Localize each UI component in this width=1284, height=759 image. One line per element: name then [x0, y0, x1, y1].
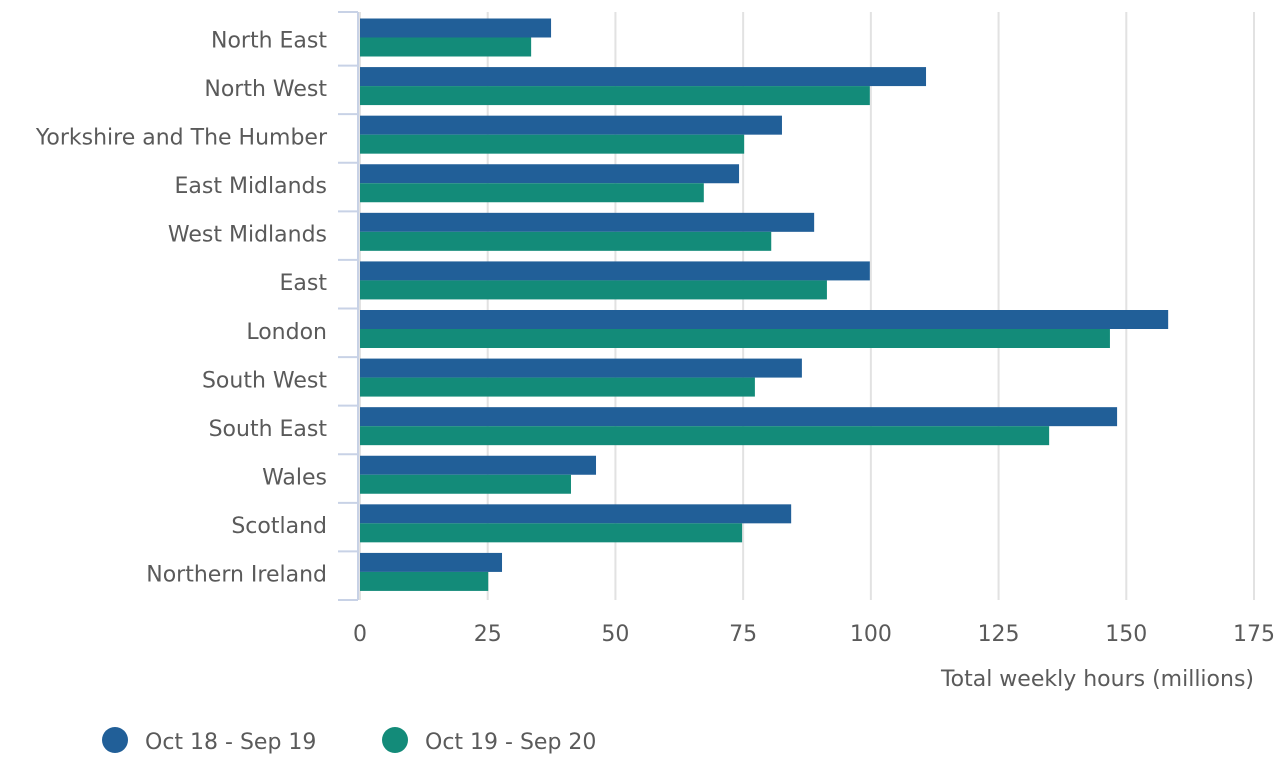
- x-tick-label: 100: [850, 622, 892, 647]
- y-tick-label: East Midlands: [175, 174, 328, 199]
- y-tick-label: Yorkshire and The Humber: [35, 125, 328, 150]
- bar: [360, 455, 597, 475]
- bar: [360, 329, 1110, 348]
- x-tick-label: 50: [601, 622, 629, 647]
- bar: [360, 134, 745, 154]
- bar: [360, 261, 870, 281]
- legend-swatch: [382, 727, 408, 753]
- x-tick-label: 0: [353, 622, 367, 647]
- bar: [360, 164, 740, 184]
- bar: [360, 86, 870, 106]
- bar: [360, 552, 503, 572]
- y-tick-label: Scotland: [231, 514, 327, 539]
- bar: [360, 67, 927, 87]
- bar: [360, 231, 772, 251]
- x-axis-label: Total weekly hours (millions): [940, 667, 1254, 692]
- y-tick-label: Northern Ireland: [146, 563, 327, 588]
- legend-label: Oct 19 - Sep 20: [425, 730, 596, 755]
- bar: [360, 212, 815, 232]
- bar: [360, 504, 792, 524]
- bar: [360, 407, 1118, 427]
- y-tick-label: South East: [209, 417, 328, 442]
- legend-swatch: [102, 727, 128, 753]
- bar: [360, 474, 571, 494]
- y-tick-label: London: [246, 320, 327, 345]
- bar: [360, 377, 755, 397]
- y-tick-label: West Midlands: [168, 223, 327, 248]
- bar: [360, 523, 743, 543]
- bar: [360, 18, 552, 38]
- legend-label: Oct 18 - Sep 19: [145, 730, 316, 755]
- x-tick-label: 150: [1105, 622, 1147, 647]
- y-tick-label: North West: [204, 77, 327, 102]
- bar: [360, 280, 827, 300]
- y-tick-label: East: [280, 271, 328, 296]
- x-tick-label: 175: [1233, 622, 1275, 647]
- y-tick-label: North East: [211, 28, 327, 53]
- x-tick-label: 75: [729, 622, 757, 647]
- bar: [360, 358, 802, 378]
- bar: [360, 426, 1050, 446]
- bar: [360, 183, 704, 203]
- bar: [360, 37, 532, 57]
- x-tick-label: 125: [978, 622, 1020, 647]
- x-tick-label: 25: [474, 622, 502, 647]
- y-tick-label: South West: [202, 368, 327, 393]
- bar: [360, 571, 489, 591]
- y-tick-label: Wales: [262, 466, 327, 491]
- bar: [360, 310, 1169, 329]
- bar: [360, 115, 782, 135]
